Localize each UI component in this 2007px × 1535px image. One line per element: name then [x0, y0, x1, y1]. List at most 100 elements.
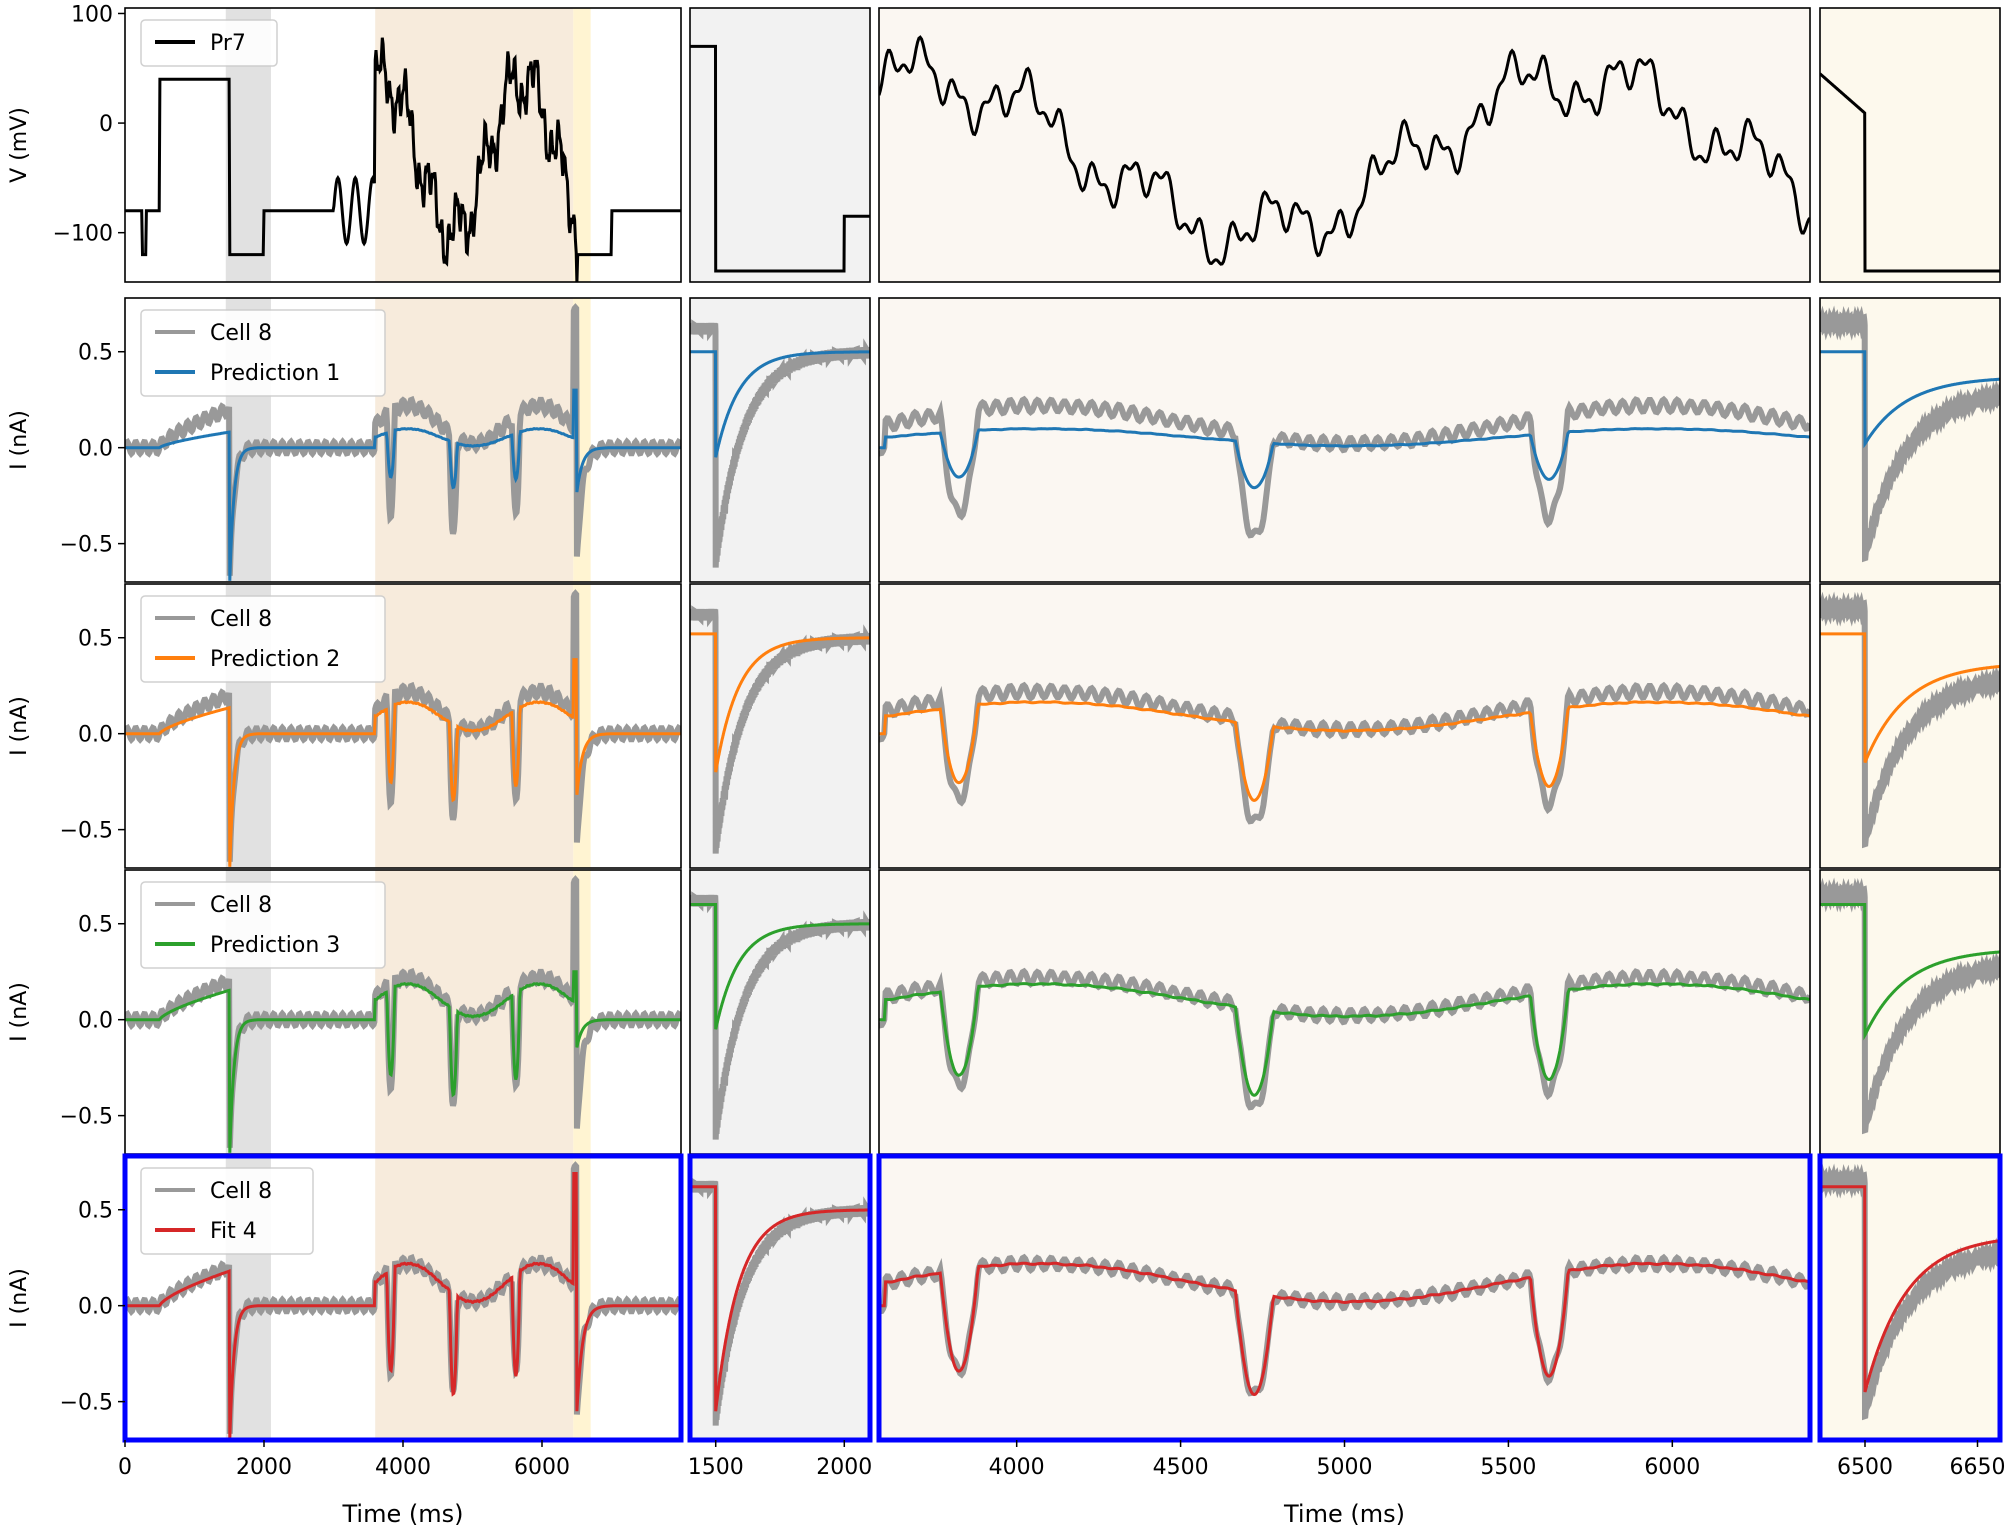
trace-prediction-2 [125, 658, 681, 867]
legend: Cell 8 Prediction 1 [140, 309, 386, 397]
legend-label: Cell 8 [210, 1179, 272, 1204]
trace-prediction-3 [879, 982, 1810, 1097]
y-tick-label: 0.5 [78, 341, 113, 366]
trace-cell-8 [1820, 1163, 2000, 1421]
x-tick-label: 6000 [514, 1455, 570, 1480]
y-tick-label: −0.5 [60, 533, 113, 558]
trace-cell-8 [125, 1161, 681, 1434]
panel-full-row1: 0.5 0.0 −0.5 I (nA) Cell 8 Prediction 1 [7, 297, 682, 583]
x-tick-label: 5500 [1480, 1455, 1536, 1480]
axes-frame [878, 583, 1811, 869]
trace-prediction-1 [690, 350, 870, 458]
trace-cell-8 [690, 605, 870, 854]
trace-pr7 [125, 37, 681, 282]
panel-step-row4: 1500 2000 [687, 1153, 873, 1480]
legend: Pr7 [140, 19, 278, 67]
trace-prediction-1 [1820, 350, 2000, 449]
trace-prediction-1 [879, 427, 1810, 490]
panel-sine-row2 [878, 583, 1811, 869]
panel-full-row2: 0.5 0.0 −0.5 I (nA) Cell 8 Prediction 2 [7, 583, 682, 869]
trace-cell-8 [690, 891, 870, 1140]
legend-label: Prediction 1 [210, 361, 340, 386]
trace-pr7 [879, 35, 1810, 266]
panel-tail-row3 [1819, 869, 2001, 1155]
shade-band [573, 8, 591, 282]
shade-band [879, 584, 1810, 868]
axes-frame [124, 7, 682, 283]
shade-band [879, 1156, 1810, 1440]
legend-label: Pr7 [210, 31, 246, 56]
x-tick-label: 4000 [375, 1455, 431, 1480]
legend-label: Cell 8 [210, 321, 272, 346]
y-tick-label: 0.5 [78, 627, 113, 652]
axes-frame [124, 297, 682, 583]
panel-sine-row0 [878, 7, 1811, 283]
trace-cell-8 [690, 319, 870, 568]
shade-band [879, 870, 1810, 1154]
trace-cell-8 [1820, 305, 2000, 563]
panel-full-row4: 0.5 0.0 −0.5 I (nA) Cell 8 Fit 4 0 2000 4000 6000 [7, 1153, 684, 1480]
legend-box [140, 595, 386, 683]
trace-prediction-2 [879, 700, 1810, 802]
x-tick-label: 1500 [688, 1455, 744, 1480]
panel-full-row0: 100 0 −100 V (mV) Pr7 [7, 2, 682, 283]
panel-full-row3: 0.5 0.0 −0.5 I (nA) Cell 8 Prediction 3 [7, 869, 682, 1155]
panel-sine-row4: 4000 4500 5000 5500 6000 [876, 1153, 1813, 1480]
x-axis-label: Time (ms) [342, 1500, 464, 1528]
y-tick-label: 0.0 [78, 1009, 113, 1034]
trace-fit-4 [690, 1185, 870, 1412]
legend-box [140, 881, 386, 969]
trace-cell-8 [1820, 591, 2000, 849]
panel-step-row2 [689, 583, 871, 869]
x-tick-label: 6000 [1644, 1455, 1700, 1480]
y-axis-label: I (nA) [7, 982, 32, 1042]
trace-prediction-3 [125, 970, 681, 1153]
y-tick-label: 0.5 [78, 913, 113, 938]
y-tick-label: 0.0 [78, 1295, 113, 1320]
trace-prediction-3 [1820, 903, 2000, 1041]
panel-step-row0 [689, 7, 871, 283]
y-axis-label: V (mV) [7, 107, 32, 183]
trace-cell-8 [125, 589, 681, 862]
axes-frame [1819, 297, 2001, 583]
axes-frame [124, 583, 682, 869]
legend: Cell 8 Prediction 3 [140, 881, 386, 969]
x-tick-label: 2000 [236, 1455, 292, 1480]
y-tick-label: 0.0 [78, 437, 113, 462]
shade-band [1820, 8, 2000, 282]
y-tick-label: −0.5 [60, 819, 113, 844]
legend-label: Prediction 3 [210, 933, 340, 958]
trace-cell-8 [879, 681, 1810, 825]
x-tick-label: 0 [118, 1455, 132, 1480]
y-tick-label: −100 [53, 222, 113, 247]
trace-pr7 [690, 44, 870, 273]
trace-pr7 [1820, 72, 2000, 273]
y-axis-label: I (nA) [7, 696, 32, 756]
trace-prediction-2 [1820, 632, 2000, 764]
axes-layer: 100 0 −100 V (mV) Pr7 0.5 0.0 −0.5 I (nA) Cell 8 P… [7, 2, 2006, 1528]
y-tick-label: 100 [71, 2, 113, 27]
trace-cell-8 [879, 967, 1810, 1111]
trace-prediction-3 [690, 903, 870, 1030]
trace-fit-4 [1820, 1185, 2000, 1393]
axes-frame [689, 583, 871, 869]
shade-band [375, 8, 574, 282]
trace-cell-8 [1820, 877, 2000, 1135]
legend-label: Prediction 2 [210, 647, 340, 672]
y-axis-label: I (nA) [7, 1268, 32, 1328]
legend-box [140, 19, 278, 67]
panel-sine-row3 [878, 869, 1811, 1155]
x-tick-label: 6500 [1837, 1455, 1893, 1480]
highlight-frame [687, 1153, 873, 1443]
legend: Cell 8 Fit 4 [140, 1167, 314, 1255]
panel-tail-row0 [1819, 7, 2001, 283]
legend-label: Cell 8 [210, 607, 272, 632]
axes-frame [878, 297, 1811, 583]
shade-band [690, 8, 870, 282]
panel-tail-row2 [1819, 583, 2001, 869]
y-tick-label: 0.0 [78, 723, 113, 748]
legend-box [140, 309, 386, 397]
shade-band [879, 298, 1810, 582]
trace-prediction-1 [125, 388, 681, 581]
